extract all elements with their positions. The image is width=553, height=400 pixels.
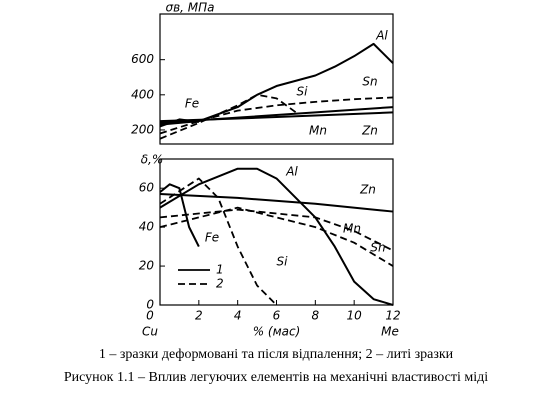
x-tick-label: 12: [385, 309, 400, 323]
y-tick-label: 20: [139, 259, 155, 273]
curve-label: Al: [285, 165, 298, 179]
curve-label: Mn: [309, 124, 327, 138]
y-tick-label: 40: [139, 220, 155, 234]
curve-label: Sn: [370, 241, 385, 255]
curve: [159, 193, 394, 213]
caption-line: Рисунок 1.1 – Вплив легуючих елементів н…: [64, 370, 488, 385]
x-tick-label: 6: [273, 309, 281, 323]
y-tick-label: 0: [146, 298, 154, 312]
plot-frame: [159, 13, 394, 145]
curve: [159, 111, 394, 123]
curve-label: Al: [375, 29, 388, 43]
curve: [159, 167, 394, 306]
curve-label: Si: [277, 255, 289, 269]
x-end-label: Me: [381, 325, 399, 339]
curve-label: Zn: [361, 124, 378, 138]
x-end-label: Cu: [142, 325, 158, 339]
curve: [159, 206, 394, 267]
x-tick-label: 0: [146, 309, 154, 323]
x-axis-label: % (мас): [253, 325, 301, 339]
y-axis-label: δ,%: [141, 153, 164, 167]
curve-label: Sn: [362, 75, 377, 89]
x-tick-label: 4: [234, 309, 242, 323]
curve-label: Fe: [185, 97, 199, 111]
curve: [159, 42, 394, 126]
caption-line: 1 – зразки деформовані та після відпален…: [99, 347, 454, 362]
y-tick-label: 200: [131, 122, 154, 136]
legend-label: 2: [216, 277, 224, 291]
y-tick-label: 60: [139, 181, 155, 195]
curve: [159, 177, 278, 306]
y-tick-label: 400: [131, 87, 154, 101]
curve: [159, 183, 200, 248]
curve-label: Fe: [205, 231, 219, 245]
x-tick-label: 10: [347, 309, 363, 323]
legend-label: 1: [216, 263, 224, 277]
x-tick-label: 2: [195, 309, 203, 323]
curve-label: Zn: [359, 183, 376, 197]
y-tick-label: 600: [131, 52, 154, 66]
curve-label: Si: [297, 85, 309, 99]
y-axis-label: σв, МПа: [165, 1, 214, 15]
curve-label: Mn: [343, 222, 361, 236]
x-tick-label: 8: [312, 309, 320, 323]
curve: [159, 96, 394, 135]
curve: [159, 208, 394, 252]
curve: [159, 93, 297, 140]
